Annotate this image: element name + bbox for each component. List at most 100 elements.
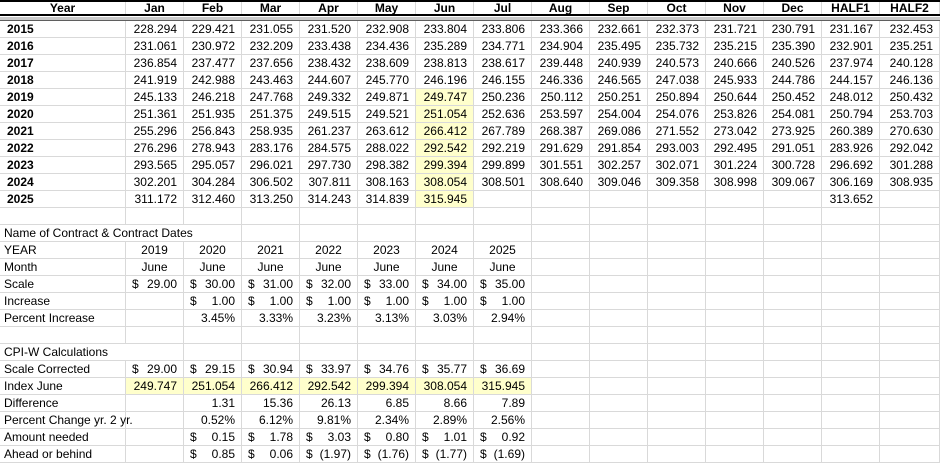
row-label-difference[interactable]: Difference xyxy=(0,395,126,412)
empty-cell[interactable] xyxy=(880,310,940,327)
cell-2024-sep[interactable]: 309.046 xyxy=(590,174,648,191)
cell-2015-may[interactable]: 232.908 xyxy=(358,21,416,38)
cell-2022-dec[interactable]: 291.051 xyxy=(764,140,822,157)
empty-cell[interactable] xyxy=(648,344,706,361)
empty-cell[interactable] xyxy=(706,259,764,276)
cell-2019-sep[interactable]: 250.251 xyxy=(590,89,648,106)
empty-cell[interactable] xyxy=(822,242,880,259)
empty-cell[interactable] xyxy=(706,429,764,446)
col-header-dec[interactable]: Dec xyxy=(764,2,822,14)
cell-2017-dec[interactable]: 240.526 xyxy=(764,55,822,72)
cell-2015-mar[interactable]: 231.055 xyxy=(242,21,300,38)
empty-cell[interactable] xyxy=(764,208,822,225)
empty-cell[interactable] xyxy=(532,395,590,412)
cell-2023-may[interactable]: 298.382 xyxy=(358,157,416,174)
cell-scale-corrected-2021[interactable]: $30.94 xyxy=(242,361,300,378)
empty-cell[interactable] xyxy=(358,327,416,344)
cell-scale-2019[interactable]: $29.00 xyxy=(126,276,184,293)
cell-2025-half2[interactable] xyxy=(880,191,940,208)
empty-cell[interactable] xyxy=(648,225,706,242)
cell-2019-nov[interactable]: 250.644 xyxy=(706,89,764,106)
cell-2021-apr[interactable]: 261.237 xyxy=(300,123,358,140)
cell-2022-jul[interactable]: 292.219 xyxy=(474,140,532,157)
cell-month-2019[interactable]: June xyxy=(126,259,184,276)
col-header-half1[interactable]: HALF1 xyxy=(822,2,880,14)
empty-cell[interactable] xyxy=(648,208,706,225)
cell-2018-apr[interactable]: 244.607 xyxy=(300,72,358,89)
cell-2024-half2[interactable]: 308.935 xyxy=(880,174,940,191)
cell-2018-jul[interactable]: 246.155 xyxy=(474,72,532,89)
cell-2017-oct[interactable]: 240.573 xyxy=(648,55,706,72)
cell-2022-jan[interactable]: 276.296 xyxy=(126,140,184,157)
cell-2025-nov[interactable] xyxy=(706,191,764,208)
row-header-2016[interactable]: 2016 xyxy=(0,38,126,55)
cell-scale-corrected-2025[interactable]: $36.69 xyxy=(474,361,532,378)
cell-amount-needed-2023[interactable]: $0.80 xyxy=(358,429,416,446)
cell-2015-half2[interactable]: 232.453 xyxy=(880,21,940,38)
cell-2021-half1[interactable]: 260.389 xyxy=(822,123,880,140)
cell-2015-aug[interactable]: 233.366 xyxy=(532,21,590,38)
empty-cell[interactable] xyxy=(764,344,822,361)
cell-2019-mar[interactable]: 247.768 xyxy=(242,89,300,106)
cell-2015-nov[interactable]: 231.721 xyxy=(706,21,764,38)
row-header-2018[interactable]: 2018 xyxy=(0,72,126,89)
empty-cell[interactable] xyxy=(822,259,880,276)
cell-2021-half2[interactable]: 270.630 xyxy=(880,123,940,140)
cell-increase-2024[interactable]: $1.00 xyxy=(416,293,474,310)
empty-cell[interactable] xyxy=(880,208,940,225)
cell-2016-dec[interactable]: 235.390 xyxy=(764,38,822,55)
empty-cell[interactable] xyxy=(474,208,532,225)
cell-2025-half1[interactable]: 313.652 xyxy=(822,191,880,208)
cell-2021-nov[interactable]: 273.042 xyxy=(706,123,764,140)
cell-2024-aug[interactable]: 308.640 xyxy=(532,174,590,191)
cell-index-june-2019[interactable]: 249.747 xyxy=(126,378,184,395)
cell-2024-half1[interactable]: 306.169 xyxy=(822,174,880,191)
empty-cell[interactable] xyxy=(822,378,880,395)
empty-cell[interactable] xyxy=(648,361,706,378)
cell-scale-2020[interactable]: $30.00 xyxy=(184,276,242,293)
cell-2017-mar[interactable]: 237.656 xyxy=(242,55,300,72)
cell-2025-sep[interactable] xyxy=(590,191,648,208)
cell-2021-sep[interactable]: 269.086 xyxy=(590,123,648,140)
cell-year-2024[interactable]: 2024 xyxy=(416,242,474,259)
cell-year-2021[interactable]: 2021 xyxy=(242,242,300,259)
col-header-mar[interactable]: Mar xyxy=(242,2,300,14)
cell-2019-oct[interactable]: 250.894 xyxy=(648,89,706,106)
cell-ahead-or-behind-2020[interactable]: $0.85 xyxy=(184,446,242,463)
empty-cell[interactable] xyxy=(300,208,358,225)
col-header-apr[interactable]: Apr xyxy=(300,2,358,14)
cell-2025-jul[interactable] xyxy=(474,191,532,208)
cell-index-june-2023[interactable]: 299.394 xyxy=(358,378,416,395)
cell-2022-jun[interactable]: 292.542 xyxy=(416,140,474,157)
empty-cell[interactable] xyxy=(358,208,416,225)
cell-2020-mar[interactable]: 251.375 xyxy=(242,106,300,123)
cell-2021-jan[interactable]: 255.296 xyxy=(126,123,184,140)
cell-2023-half2[interactable]: 301.288 xyxy=(880,157,940,174)
row-label-index-june[interactable]: Index June xyxy=(0,378,126,395)
empty-cell[interactable] xyxy=(764,361,822,378)
empty-cell[interactable] xyxy=(880,276,940,293)
cell-2022-nov[interactable]: 292.495 xyxy=(706,140,764,157)
empty-cell[interactable] xyxy=(416,208,474,225)
empty-cell[interactable] xyxy=(880,361,940,378)
empty-cell[interactable] xyxy=(822,429,880,446)
cell-amount-needed-2025[interactable]: $0.92 xyxy=(474,429,532,446)
empty-cell[interactable] xyxy=(590,378,648,395)
cell-2019-jan[interactable]: 245.133 xyxy=(126,89,184,106)
empty-cell[interactable] xyxy=(822,327,880,344)
cell-2020-half1[interactable]: 250.794 xyxy=(822,106,880,123)
cell-month-2022[interactable]: June xyxy=(300,259,358,276)
empty-cell[interactable] xyxy=(706,208,764,225)
empty-cell[interactable] xyxy=(764,446,822,463)
row-header-2024[interactable]: 2024 xyxy=(0,174,126,191)
cell-percent-increase-2019[interactable] xyxy=(126,310,184,327)
cell-2025-aug[interactable] xyxy=(532,191,590,208)
cell-2023-jun[interactable]: 299.394 xyxy=(416,157,474,174)
empty-cell[interactable] xyxy=(880,395,940,412)
cell-month-2023[interactable]: June xyxy=(358,259,416,276)
cell-2022-half1[interactable]: 283.926 xyxy=(822,140,880,157)
cell-2019-aug[interactable]: 250.112 xyxy=(532,89,590,106)
col-header-year[interactable]: Year xyxy=(0,2,126,14)
empty-cell[interactable] xyxy=(880,412,940,429)
cell-2020-sep[interactable]: 254.004 xyxy=(590,106,648,123)
